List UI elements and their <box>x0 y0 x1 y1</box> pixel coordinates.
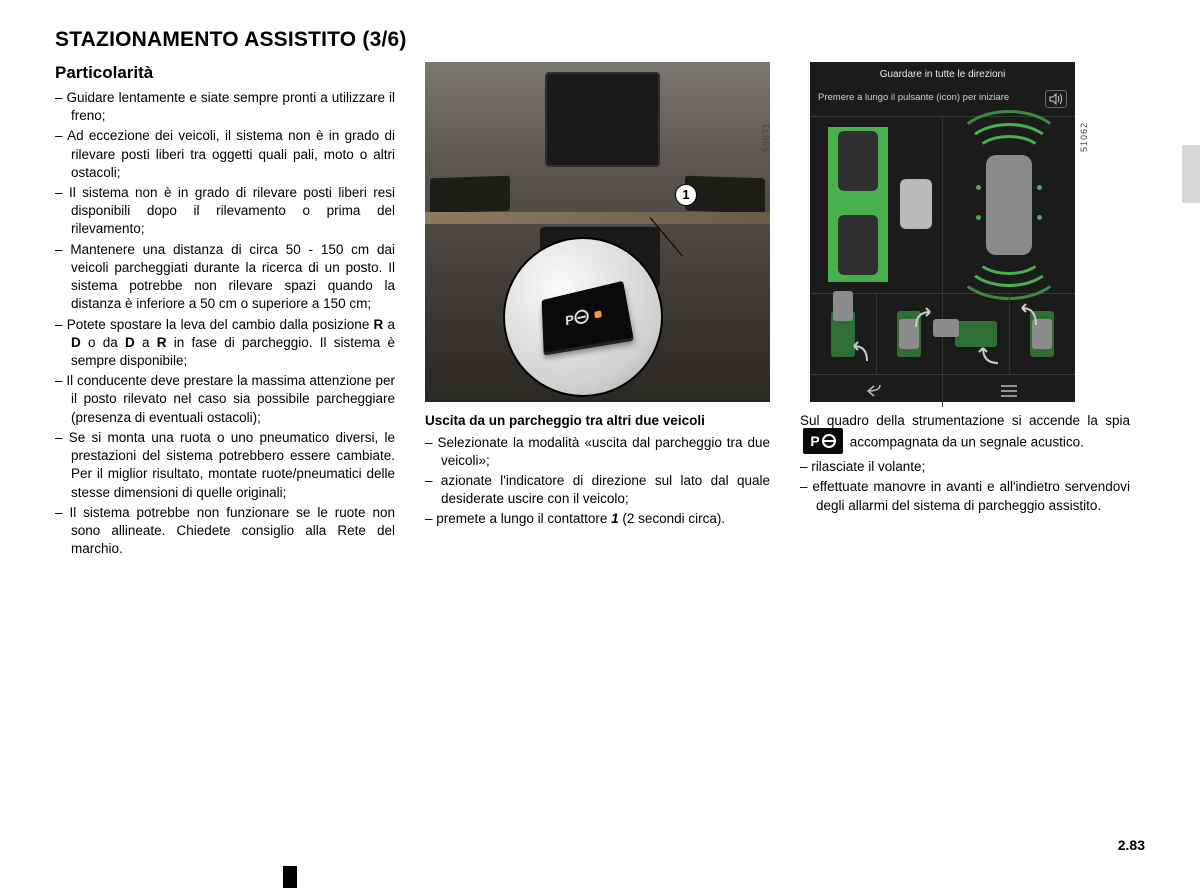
title-counter: (3/6) <box>362 28 406 51</box>
dashboard-image: 1 P 50871 <box>425 62 770 402</box>
right-paragraph: Sul quadro della strumentazione si accen… <box>800 412 1130 456</box>
crop-mark <box>283 866 297 888</box>
sensor-view-pane <box>943 117 1075 293</box>
column-right: Guardare in tutte le direzioni Premere a… <box>800 62 1130 560</box>
callout-circle: P <box>503 237 663 397</box>
page-number: 2.83 <box>1118 837 1145 853</box>
right-para-after: accompagnata da un segnale acustico. <box>850 435 1084 450</box>
image-code: 51062 <box>1078 122 1090 152</box>
parking-preview-pane <box>810 117 943 293</box>
list-item: effettuate manovre in avanti e all'indie… <box>800 478 1130 514</box>
list-item: azionate l'indicatore di direzione sul l… <box>425 472 770 508</box>
list-item: premete a lungo il contattore 1 (2 secon… <box>425 510 770 528</box>
list-item: Ad eccezione dei veicoli, il sistema non… <box>55 127 395 182</box>
mid-bullet-list: Selezionate la modalità «uscita dal parc… <box>425 434 770 529</box>
list-item: Mantenere una distanza di circa 50 - 150… <box>55 241 395 314</box>
mode-perpendicular-in <box>943 294 1010 374</box>
list-item: Il sistema potrebbe non funzionare se le… <box>55 504 395 559</box>
parking-mode-row <box>810 293 1075 375</box>
screen-bottom-bar <box>810 375 1075 407</box>
list-item: Selezionate la modalità «uscita dal parc… <box>425 434 770 470</box>
back-icon <box>810 375 943 407</box>
infotainment-screen-image: Guardare in tutte le direzioni Premere a… <box>810 62 1075 402</box>
column-middle: 1 P 50871 Uscita da un parcheggio tra al… <box>425 62 770 560</box>
park-indicator-icon: P <box>803 428 843 454</box>
mode-parallel-in <box>810 294 877 374</box>
side-tab <box>1182 145 1200 203</box>
right-bullet-list: rilasciate il volante; effettuate manovr… <box>800 458 1130 515</box>
park-assist-button-icon: P <box>542 281 634 353</box>
left-heading: Particolarità <box>55 62 395 85</box>
screen-topbar: Guardare in tutte le direzioni <box>810 62 1075 86</box>
menu-icon <box>943 375 1075 407</box>
list-item: Se si monta una ruota o uno pneumatico d… <box>55 429 395 502</box>
list-item: Potete spostare la leva del cambio dalla… <box>55 316 395 371</box>
callout-number: 1 <box>675 184 697 206</box>
mid-heading: Uscita da un parcheggio tra altri due ve… <box>425 412 770 430</box>
speaker-icon <box>1045 90 1067 108</box>
list-item: Guidare lentamente e siate sempre pronti… <box>55 89 395 125</box>
title-main: STAZIONAMENTO ASSISTITO <box>55 28 362 51</box>
screen-subbar-text: Premere a lungo il pulsante (icon) per i… <box>818 92 1009 105</box>
mode-perpendicular-out <box>1010 294 1076 374</box>
image-code: 50871 <box>760 122 770 152</box>
list-item: Il sistema non è in grado di rilevare po… <box>55 184 395 239</box>
column-left: Particolarità Guidare lentamente e siate… <box>55 62 395 560</box>
list-item: Il conducente deve prestare la massima a… <box>55 372 395 427</box>
list-item: rilasciate il volante; <box>800 458 1130 476</box>
left-bullet-list: Guidare lentamente e siate sempre pronti… <box>55 89 395 558</box>
right-para-before: Sul quadro della strumentazione si accen… <box>800 413 1130 428</box>
screen-subbar: Premere a lungo il pulsante (icon) per i… <box>810 86 1075 117</box>
page-title: STAZIONAMENTO ASSISTITO (3/6) <box>55 28 1150 52</box>
